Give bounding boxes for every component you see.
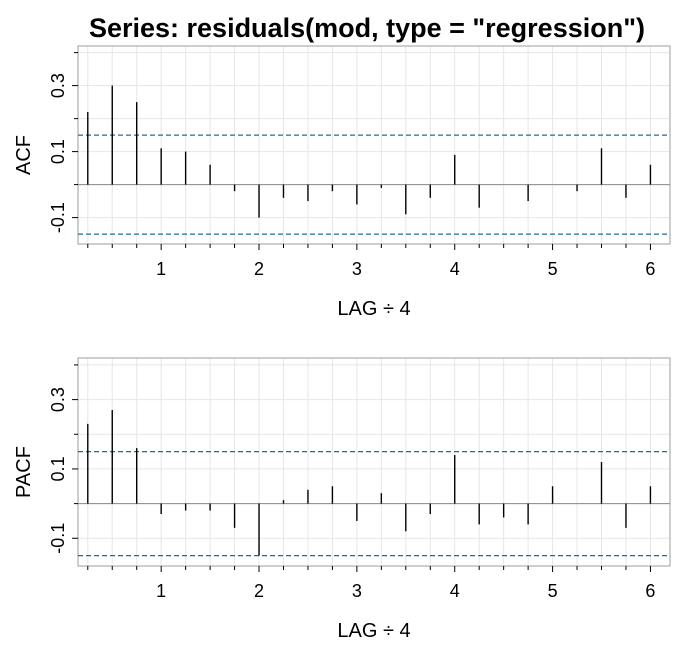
pacf-panel: 1 2 3 4 5 6 -0.1 0.1 0.3 LAG ÷ 4 PACF xyxy=(13,357,671,642)
chart-title: Series: residuals(mod, type = "regressio… xyxy=(89,13,645,43)
acf-y-tick-label: -0.1 xyxy=(48,202,68,233)
acf-y-tick-label: 0.1 xyxy=(48,139,68,164)
acf-plot-frame xyxy=(77,45,671,245)
pacf-x-axis-label: LAG ÷ 4 xyxy=(337,620,410,642)
pacf-x-tick-label: 6 xyxy=(645,581,655,601)
pacf-y-tick-label: 0.3 xyxy=(48,387,68,412)
acf-y-tick-label: 0.3 xyxy=(48,73,68,98)
acf-x-tick-label: 2 xyxy=(254,259,264,279)
acf-x-tick-label: 6 xyxy=(645,259,655,279)
pacf-x-tick-label: 1 xyxy=(156,581,166,601)
pacf-y-axis-label: PACF xyxy=(13,446,35,498)
acf-panel: 1 2 3 4 5 6 -0.1 0.1 0.3 LAG ÷ 4 ACF xyxy=(13,45,671,320)
acf-x-tick-label: 4 xyxy=(450,259,460,279)
pacf-y-tick-label: -0.1 xyxy=(48,523,68,554)
pacf-x-tick-label: 5 xyxy=(548,581,558,601)
pacf-x-tick-label: 4 xyxy=(450,581,460,601)
pacf-plot-frame xyxy=(77,357,671,567)
acf-x-tick-label: 3 xyxy=(352,259,362,279)
acf-y-axis-label: ACF xyxy=(13,135,35,175)
pacf-x-tick-label: 3 xyxy=(352,581,362,601)
acf-x-tick-label: 1 xyxy=(156,259,166,279)
acf-x-axis-label: LAG ÷ 4 xyxy=(337,298,410,320)
pacf-x-tick-label: 2 xyxy=(254,581,264,601)
pacf-y-tick-label: 0.1 xyxy=(48,456,68,481)
acf-x-tick-label: 5 xyxy=(548,259,558,279)
